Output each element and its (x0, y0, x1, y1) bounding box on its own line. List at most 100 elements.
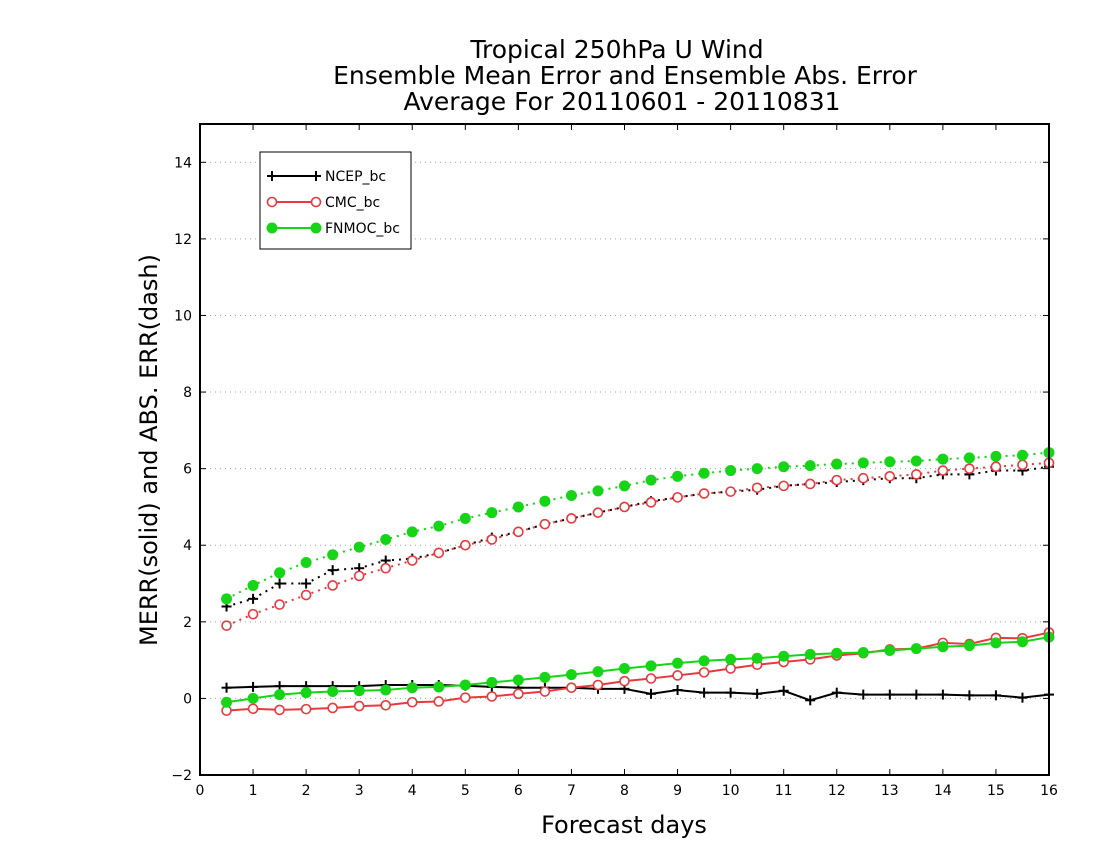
legend-marker (266, 196, 278, 208)
series-cmc-bc-merr-point (619, 675, 630, 687)
series-ncep-bc-merr-point (805, 695, 816, 706)
series-cmc-bc-abs-err-point (247, 608, 259, 620)
series-ncep-bc-merr-point (752, 688, 763, 699)
series-ncep-bc-merr-point (699, 687, 710, 698)
series-fnmoc-bc-merr-point (565, 669, 577, 681)
series-fnmoc-bc-merr-point (884, 645, 896, 657)
series-fnmoc-bc-merr-point (831, 647, 843, 659)
y-tick-label: 0 (183, 691, 192, 707)
y-tick-label: 14 (174, 155, 192, 171)
series-ncep-bc-merr-point (1017, 692, 1028, 703)
series-cmc-bc-merr-point (725, 663, 736, 674)
series-fnmoc-bc-abs-err-point (751, 463, 763, 475)
series-fnmoc-bc-merr-point (804, 648, 816, 660)
series-fnmoc-bc-abs-err-point (937, 453, 949, 465)
y-tick-label: 8 (183, 385, 192, 401)
series-cmc-bc-abs-err-point (804, 478, 816, 490)
series-ncep-bc-abs-err-point (274, 578, 285, 589)
x-tick-label: 2 (302, 783, 311, 799)
series-cmc-bc-abs-err-point (460, 539, 471, 551)
y-axis-label: MERR(solid) and ABS. ERR(dash) (135, 254, 163, 646)
series-ncep-bc-merr-point (672, 684, 683, 695)
legend-marker (310, 196, 322, 208)
series-cmc-bc-abs-err-point (990, 461, 1002, 473)
x-tick-label: 15 (987, 783, 1005, 799)
x-tick-label: 12 (828, 783, 846, 799)
legend-entry-cmc-bc: CMC_bc (266, 195, 380, 211)
series-cmc-bc-merr-point (406, 696, 418, 708)
series-fnmoc-bc-merr-point (327, 686, 339, 698)
series-cmc-bc-abs-err-point (380, 562, 392, 574)
chart-title-line-3: Average For 20110601 - 20110831 (403, 87, 840, 116)
series-cmc-bc-abs-err-point (725, 486, 736, 497)
series-fnmoc-bc-abs-err-point (884, 456, 896, 468)
series-cmc-bc-abs-err-point (778, 480, 789, 492)
series-cmc-bc-abs-err-point (751, 482, 763, 494)
series-fnmoc-bc-merr-point (725, 653, 737, 665)
series-ncep-bc-merr-point (964, 690, 975, 701)
series-cmc-bc-abs-err-point (566, 513, 577, 524)
series-cmc-bc-abs-err-point (486, 534, 498, 545)
series-cmc-bc-abs-err-point (433, 547, 445, 559)
x-axis-label: Forecast days (541, 811, 707, 839)
series-fnmoc-bc-merr-point (247, 692, 259, 704)
series-fnmoc-bc-merr-point (990, 637, 1002, 649)
x-tick-label: 13 (881, 783, 899, 799)
x-tick-label: 7 (567, 783, 576, 799)
series-cmc-bc-abs-err-point (698, 488, 710, 499)
series-cmc-bc-abs-err-point (539, 518, 551, 530)
chart-title-line-2: Ensemble Mean Error and Ensemble Abs. Er… (333, 61, 918, 90)
series-cmc-bc-merr-line (226, 631, 1050, 712)
series-ncep-bc-merr-point (937, 689, 948, 700)
series-fnmoc-bc-abs-err-point (778, 461, 790, 473)
series-cmc-bc-merr-point (698, 667, 710, 678)
series-cmc-bc-merr-point (380, 700, 392, 711)
series-fnmoc-bc-abs-err-point (725, 465, 737, 477)
series-cmc-bc-merr-point (460, 692, 471, 703)
series-cmc-bc-abs-err-point (937, 465, 949, 476)
x-tick-label: 8 (620, 783, 629, 799)
x-tick-label: 6 (514, 783, 523, 799)
series-ncep-bc-abs-err-point (327, 565, 338, 576)
series-fnmoc-bc-abs-err-point (619, 480, 630, 492)
series-layer (221, 447, 1055, 716)
legend-marker (311, 171, 321, 181)
legend-entry-fnmoc-bc: FNMOC_bc (266, 221, 400, 237)
series-fnmoc-bc-abs-err-point (539, 495, 551, 507)
series-fnmoc-bc-merr-point (512, 674, 524, 686)
series-fnmoc-bc-merr-point (778, 650, 790, 662)
series-fnmoc-bc-merr-point (698, 655, 710, 667)
series-fnmoc-bc-abs-err-point (486, 507, 498, 519)
series-fnmoc-bc-merr-point (645, 660, 657, 672)
series-cmc-bc-merr-point (513, 688, 524, 700)
series-cmc-bc-abs-err-point (513, 526, 524, 538)
series-cmc-bc-abs-err-line (226, 461, 1050, 627)
series-cmc-bc-merr-point (300, 703, 312, 715)
y-tick-label: 12 (174, 232, 192, 248)
series-fnmoc-bc-abs-err-point (672, 470, 684, 482)
series-fnmoc-bc-abs-err-point (327, 549, 339, 561)
x-tick-label: 11 (775, 783, 793, 799)
series-ncep-bc-merr-point (646, 688, 657, 699)
series-fnmoc-bc-abs-err-point (645, 474, 657, 486)
series-fnmoc-bc-abs-err-point (459, 512, 471, 524)
legend-marker (310, 222, 322, 234)
legend-marker (266, 222, 278, 234)
series-cmc-bc-abs-err-point (406, 555, 418, 566)
chart-title-line-1: Tropical 250hPa U Wind (469, 35, 763, 64)
series-cmc-bc-abs-err-point (911, 469, 922, 480)
legend-entry-ncep-bc: NCEP_bc (267, 169, 386, 185)
series-ncep-bc-merr-point (911, 689, 922, 700)
series-fnmoc-bc-abs-err-point (300, 556, 312, 568)
x-tick-label: 3 (355, 783, 364, 799)
series-ncep-bc-merr-point (725, 687, 736, 698)
series-fnmoc-bc-merr-point (274, 689, 286, 701)
y-tick-label: −2 (171, 768, 192, 784)
series-cmc-bc-abs-err-point (831, 474, 843, 486)
x-tick-label: 10 (722, 783, 740, 799)
series-fnmoc-bc-abs-err-point (857, 457, 869, 469)
y-tick-label: 6 (183, 462, 192, 478)
series-ncep-bc-merr-point (858, 689, 869, 700)
